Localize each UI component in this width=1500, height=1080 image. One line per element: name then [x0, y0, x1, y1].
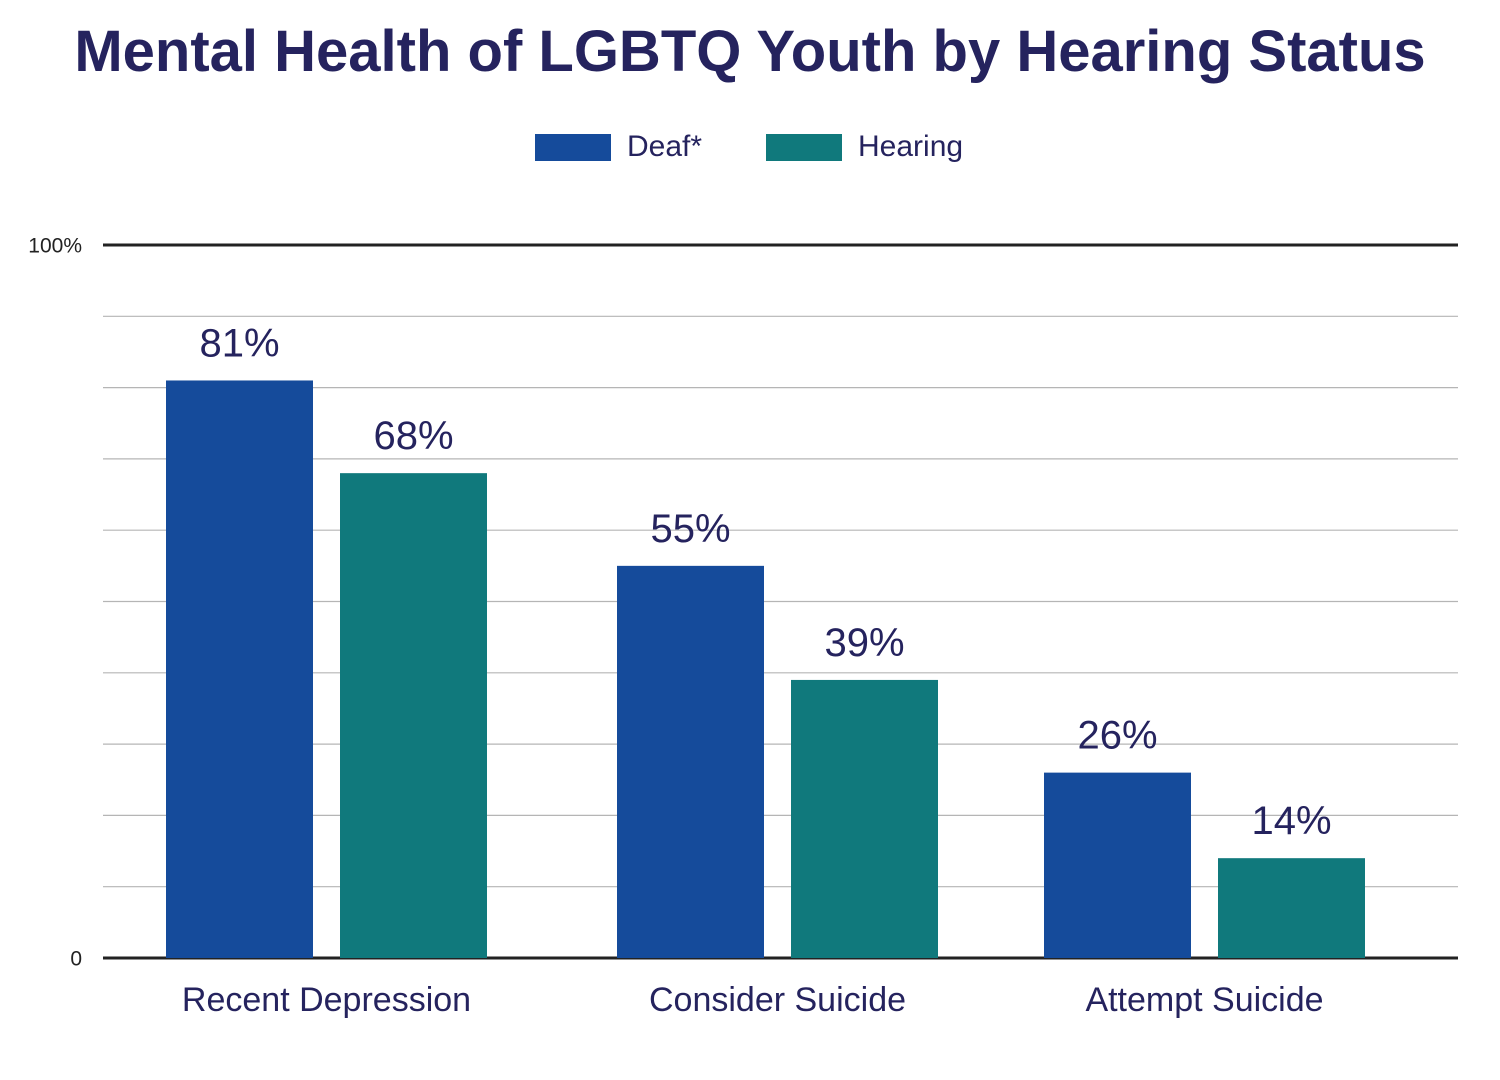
chart-title: Mental Health of LGBTQ Youth by Hearing … — [74, 19, 1426, 84]
y-tick-label: 0 — [70, 948, 82, 971]
legend-item-hearing: Hearing — [766, 130, 963, 164]
data-label: 81% — [199, 321, 279, 365]
data-label: 26% — [1077, 714, 1157, 758]
bar-deaf — [166, 380, 313, 959]
bar-hearing — [340, 473, 487, 958]
bar-deaf — [1044, 772, 1191, 958]
bar-hearing — [791, 679, 938, 958]
data-label: 55% — [650, 507, 730, 551]
x-tick-label: Attempt Suicide — [1085, 981, 1323, 1019]
legend-label-deaf: Deaf* — [627, 130, 703, 163]
legend-item-deaf: Deaf* — [535, 130, 702, 164]
x-tick-label: Consider Suicide — [649, 981, 906, 1019]
bar-deaf — [617, 565, 764, 958]
legend-label-hearing: Hearing — [858, 130, 964, 163]
y-tick-label: 100% — [28, 235, 82, 258]
legend-swatch-deaf — [535, 133, 611, 161]
data-label: 39% — [824, 621, 904, 665]
legend-swatch-hearing — [766, 133, 842, 161]
data-label: 68% — [373, 414, 453, 458]
bar-hearing — [1218, 858, 1365, 958]
x-tick-label: Recent Depression — [182, 981, 471, 1019]
data-label: 14% — [1251, 799, 1331, 843]
